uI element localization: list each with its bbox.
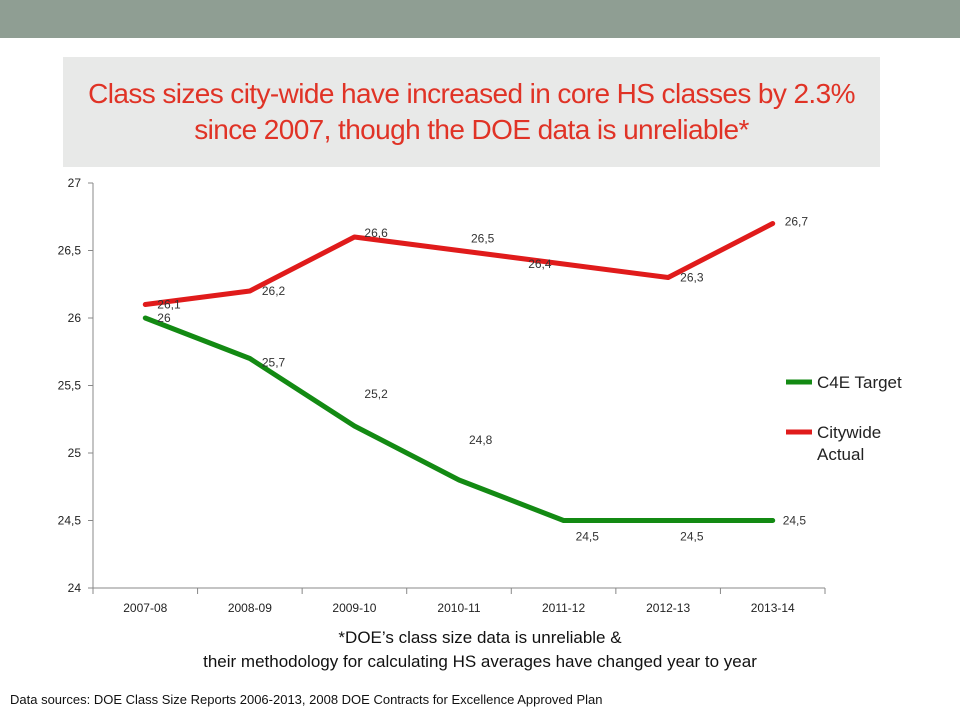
chart-axes: 24 24,5 25 25,5 26 26,5 27 2007-08 2008-09 2009-1…	[58, 176, 826, 615]
slide-title: Class sizes city-wide have increased in …	[88, 78, 855, 145]
data-label: 26,1	[157, 298, 181, 312]
data-label: 25,2	[364, 387, 388, 401]
footnote: *DOE’s class size data is unreliable & t…	[40, 626, 920, 674]
data-label: 24,5	[680, 530, 704, 544]
data-label: 24,5	[783, 514, 807, 528]
y-tick-label: 24	[68, 581, 82, 595]
legend-label: C4E Target	[817, 373, 902, 392]
data-sources: Data sources: DOE Class Size Reports 200…	[10, 692, 603, 707]
x-tick-label: 2007-08	[123, 601, 167, 615]
x-tick-label: 2013-14	[751, 601, 795, 615]
y-tick-label: 24,5	[58, 514, 82, 528]
chart-series	[142, 221, 776, 523]
data-label: 26,6	[364, 226, 388, 240]
series-line-1	[142, 221, 776, 307]
y-tick-label: 26,5	[58, 244, 82, 258]
data-label: 26,3	[680, 271, 704, 285]
chart-data-labels: 26 25,7 25,2 24,8 24,5 24,5 24,5 26,1 26,2 26,6 26…	[157, 215, 808, 544]
chart-legend: C4E Target Citywide Actual	[786, 373, 902, 464]
data-label: 25,7	[262, 356, 286, 370]
x-tick-label: 2009-10	[332, 601, 376, 615]
data-label: 24,8	[469, 433, 493, 447]
y-tick-label: 27	[68, 176, 82, 190]
y-tick-label: 25,5	[58, 379, 82, 393]
x-tick-label: 2011-12	[542, 601, 585, 615]
data-label: 24,5	[576, 530, 600, 544]
footnote-line-2: their methodology for calculating HS ave…	[203, 652, 757, 671]
data-label: 26	[157, 311, 171, 325]
x-tick-label: 2010-11	[437, 601, 480, 615]
x-tick-label: 2008-09	[228, 601, 272, 615]
data-label: 26,5	[471, 232, 495, 246]
data-label: 26,7	[785, 215, 809, 229]
data-label: 26,2	[262, 284, 286, 298]
series-line-0	[142, 315, 776, 523]
x-tick-label: 2012-13	[646, 601, 690, 615]
y-tick-label: 25	[68, 446, 82, 460]
y-tick-label: 26	[68, 311, 82, 325]
legend-label: Citywide Actual	[817, 423, 881, 464]
footnote-line-1: *DOE’s class size data is unreliable &	[338, 628, 622, 647]
title-box: Class sizes city-wide have increased in …	[63, 57, 880, 167]
top-bar	[0, 0, 960, 38]
data-label: 26,4	[528, 257, 552, 271]
